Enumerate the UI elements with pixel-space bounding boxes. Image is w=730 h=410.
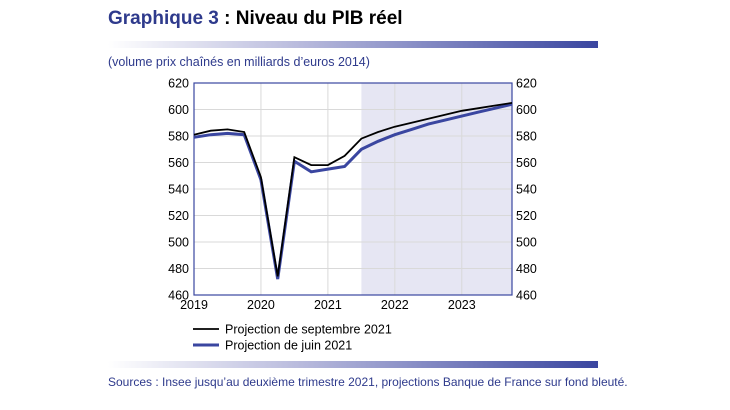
y-tick-label-right: 580 — [516, 130, 537, 144]
y-tick-label-right: 560 — [516, 156, 537, 170]
x-tick-label: 2020 — [247, 298, 275, 312]
chart-title-number: Graphique 3 — [108, 8, 219, 29]
y-tick-label-right: 620 — [516, 77, 537, 91]
series-line-juin-2021 — [193, 102, 513, 280]
y-axis-right: 460 480 500 520 540 560 580 600 620 — [516, 77, 537, 303]
x-tick-label: 2022 — [381, 298, 409, 312]
y-tick-label-left: 580 — [168, 130, 189, 144]
footer-divider — [108, 361, 598, 368]
legend-label: Projection de septembre 2021 — [225, 323, 392, 337]
y-tick-label-right: 480 — [516, 262, 537, 276]
plot-frame — [193, 82, 513, 296]
x-tick-label: 2019 — [180, 298, 208, 312]
y-tick-label-left: 480 — [168, 262, 189, 276]
y-tick-label-left: 620 — [168, 77, 189, 91]
y-tick-label-right: 520 — [516, 209, 537, 223]
legend-label: Projection de juin 2021 — [225, 339, 352, 353]
y-tick-label-right: 460 — [516, 289, 537, 303]
gridlines — [194, 83, 512, 295]
y-tick-label-right: 600 — [516, 103, 537, 117]
x-tick-label: 2023 — [448, 298, 476, 312]
y-tick-label-left: 600 — [168, 103, 189, 117]
chart-title-text: : Niveau du PIB réel — [218, 8, 403, 29]
y-tick-label-right: 540 — [516, 183, 537, 197]
y-tick-label-left: 500 — [168, 236, 189, 250]
y-tick-label-left: 540 — [168, 183, 189, 197]
y-tick-label-right: 500 — [516, 236, 537, 250]
title-divider — [108, 41, 598, 48]
y-tick-label-left: 460 — [168, 289, 189, 303]
chart-subtitle: (volume prix chaînés en milliards d’euro… — [108, 55, 370, 69]
series-line-septembre-2021 — [193, 102, 513, 277]
x-tick-label: 2021 — [314, 298, 342, 312]
sources-note: Sources : Insee jusqu’au deuxième trimes… — [108, 375, 628, 389]
y-axis-left: 460 480 500 520 540 560 580 600 620 — [168, 77, 189, 303]
series-lines — [193, 102, 513, 280]
y-tick-label-left: 560 — [168, 156, 189, 170]
legend: Projection de septembre 2021 Projection d… — [193, 323, 392, 353]
chart-title: Graphique 3 : Niveau du PIB réel — [108, 8, 403, 30]
x-axis: 2019 2020 2021 2022 2023 — [180, 298, 476, 312]
y-tick-label-left: 520 — [168, 209, 189, 223]
